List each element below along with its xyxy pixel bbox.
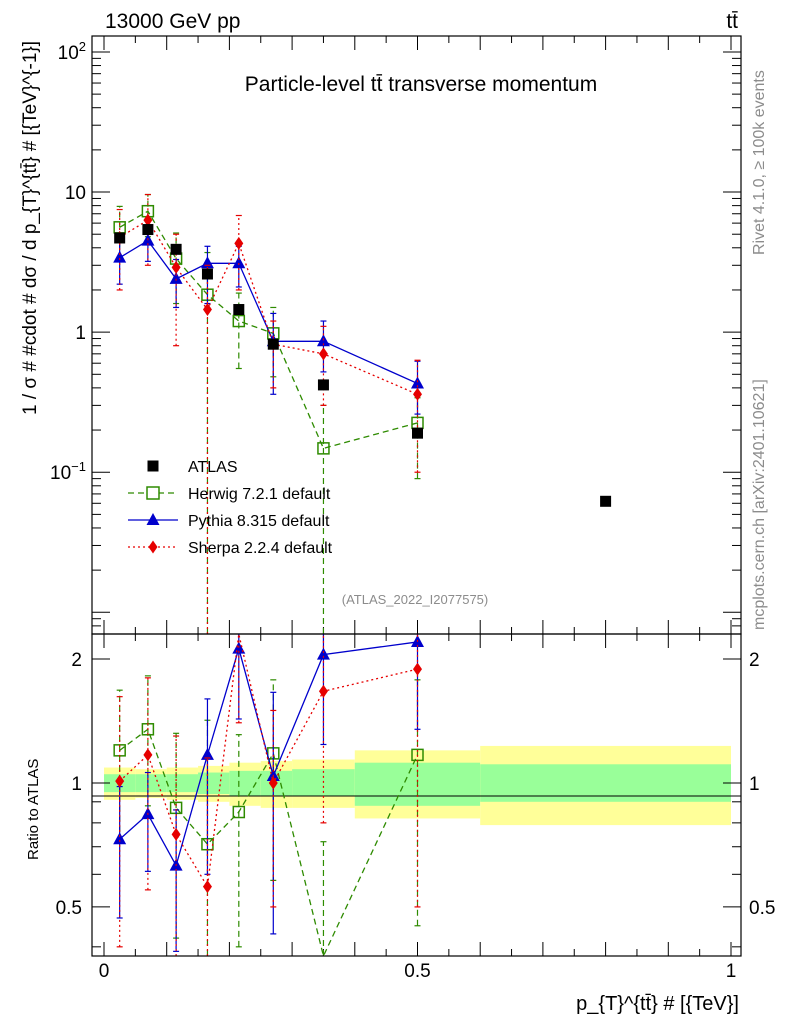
atlas-data-point (201, 268, 213, 280)
ratio-y-tick-label-right: 2 (749, 650, 760, 671)
legend: ATLAS Herwig 7.2.1 default Pythia 8.315 de… (128, 459, 333, 557)
series-line (119, 210, 418, 450)
series-line (119, 239, 418, 385)
ratio-y-tick-label: 0.5 (56, 898, 82, 919)
data-point (413, 387, 422, 401)
legend-marker (146, 486, 160, 500)
ratio-point (316, 647, 330, 660)
y-tick-label-base: 10 (58, 43, 79, 64)
legend-label: Pythia 8.315 default (188, 513, 330, 530)
atlas-data-point (412, 427, 423, 439)
data-point (200, 256, 214, 269)
y-tick-label-exponent: 2 (79, 39, 86, 54)
rivet-version-label: Rivet 4.1.0, ≥ 100k events (751, 70, 768, 255)
atlas-data-point (142, 224, 154, 236)
atlas-data-point (267, 338, 279, 350)
y-tick-label-base: 10 (65, 183, 86, 204)
analysis-label: (ATLAS_2022_I2077575) (342, 592, 488, 607)
legend-marker-atlas (147, 460, 159, 472)
ratio-point (115, 774, 125, 788)
atlas-data-point (600, 495, 612, 507)
legend-label: Sherpa 2.2.4 default (188, 540, 333, 557)
ratio-point (232, 805, 246, 819)
ratio-series-layer (113, 633, 424, 958)
ratio-y-tick-label: 1 (71, 774, 82, 795)
atlas-data-point (114, 232, 126, 244)
ratio-bands (104, 745, 731, 826)
ratio-y-axis-title: Ratio to ATLAS (25, 759, 42, 860)
y-axis-title: 1 / σ # #cdot # dσ / d p_{T}^{tt̄} # [{T… (20, 41, 41, 415)
ratio-panel: 0 0.5 1 2 2 1 1 0.5 0.5 (56, 633, 775, 982)
legend-label-atlas: ATLAS (188, 459, 238, 476)
data-point (411, 376, 424, 389)
ratio-axis-ticks: 0 0.5 1 2 2 1 1 0.5 0.5 (56, 634, 775, 982)
ratio-line (119, 728, 419, 958)
main-data-layer (114, 224, 612, 507)
ratio-line (119, 633, 418, 889)
atlas-data-point (233, 304, 245, 316)
ratio-point (413, 662, 422, 676)
ratio-point (268, 776, 278, 790)
atlas-data-point (317, 379, 329, 391)
chart-title: Particle-level tt̄ transverse momentum (245, 73, 597, 96)
data-point (113, 250, 127, 263)
y-tick-label-base: 10 (50, 463, 71, 484)
ratio-series-sherpa (115, 633, 422, 956)
data-point (232, 314, 246, 328)
ratio-y-tick-label-right: 1 (749, 774, 760, 795)
ratio-y-tick-label-right: 0.5 (749, 898, 775, 919)
data-point (171, 260, 181, 274)
y-tick-label-base: 1 (75, 323, 86, 344)
ratio-frame (91, 633, 742, 957)
y-tick-label-exponent: −1 (71, 459, 86, 474)
x-tick-label: 1 (726, 961, 737, 982)
ratio-y-tick-label: 2 (71, 650, 82, 671)
process-label: tt̄ (726, 10, 738, 33)
ratio-band-inner (135, 774, 167, 793)
data-point (317, 442, 330, 455)
y-tick-label: 10−1 (50, 459, 86, 484)
ratio-point (143, 748, 153, 762)
legend-marker (148, 540, 158, 554)
y-tick-label: 102 (58, 39, 86, 64)
ratio-point (318, 684, 328, 698)
x-axis-title: p_{T}^{tt̄} # [{TeV}] (576, 993, 739, 1015)
data-point (143, 213, 153, 227)
y-tick-label: 1 (75, 323, 86, 344)
y-tick-label: 10 (65, 183, 86, 204)
ratio-point (171, 827, 181, 841)
data-point (232, 256, 246, 269)
ratio-point (202, 880, 212, 894)
ratio-point (113, 832, 127, 845)
legend-label: Herwig 7.2.1 default (188, 486, 331, 503)
atlas-data-point (170, 243, 182, 255)
ratio-band-inner (166, 774, 199, 793)
energy-label: 13000 GeV pp (105, 10, 240, 33)
x-tick-label: 0.5 (404, 961, 430, 982)
data-point (169, 271, 183, 284)
legend-marker (146, 513, 160, 525)
ratio-band-inner (198, 772, 230, 795)
ratio-point (200, 747, 214, 760)
ratio-line (119, 641, 418, 868)
data-point (234, 236, 244, 250)
data-point (318, 347, 328, 361)
mcplots-label: mcplots.cern.ch [arXiv:2401.10621] (751, 379, 768, 630)
x-tick-label: 0 (99, 961, 110, 982)
data-point (202, 303, 212, 317)
